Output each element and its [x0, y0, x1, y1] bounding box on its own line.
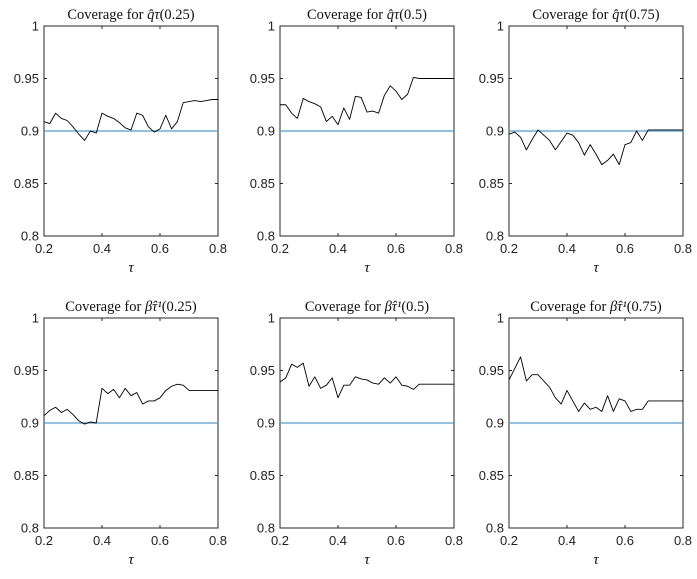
title-symbol: q̂τ: [387, 7, 400, 23]
x-tick-label: 0.8: [445, 533, 463, 548]
title-symbol: β̂τ¹: [384, 299, 402, 315]
coverage-series-line: [280, 76, 454, 126]
title-symbol: β̂τ¹: [609, 299, 627, 315]
coverage-series-line: [43, 99, 218, 141]
x-tick-label: 0.2: [500, 533, 518, 548]
title-symbol: β̂τ¹: [144, 299, 162, 315]
chart-title: Coverage for q̂τ(0.25): [67, 7, 194, 23]
y-tick-label: 1: [268, 19, 275, 34]
title-prefix: Coverage for: [67, 7, 147, 23]
x-tick-label: 0.8: [674, 241, 692, 256]
title-argument: (0.5): [399, 7, 427, 23]
y-tick-label: 0.8: [486, 229, 504, 244]
coverage-series-line: [279, 362, 454, 399]
coverage-series-line: [508, 356, 683, 412]
x-tick-label: 0.6: [387, 241, 405, 256]
x-tick-label: 0.2: [35, 533, 53, 548]
y-tick-label: 1: [32, 19, 39, 34]
y-tick-label: 0.95: [479, 363, 504, 378]
x-tick-label: 0.6: [151, 533, 169, 548]
y-tick-label: 0.85: [14, 176, 39, 191]
chart-panel-4: 0.8 0.85 0.9 0.95 1 0.2 0.4 0.6 0.8 Coverage for …: [14, 299, 227, 568]
y-tick-label: 1: [497, 311, 504, 326]
y-tick-label: 0.85: [479, 176, 504, 191]
x-axis-label: τ: [128, 260, 134, 276]
y-tick-label: 0.85: [250, 176, 275, 191]
x-tick-label: 0.2: [271, 241, 289, 256]
y-tick-label: 0.8: [21, 229, 39, 244]
chart-panel-5: 0.8 0.85 0.9 0.95 1 0.2 0.4 0.6 0.8 Coverage for …: [250, 299, 463, 568]
y-tick-label: 0.8: [21, 521, 39, 536]
y-tick-label: 0.85: [250, 468, 275, 483]
title-symbol: q̂τ: [147, 7, 160, 23]
x-tick-label: 0.4: [329, 241, 347, 256]
y-tick-label: 0.8: [257, 521, 275, 536]
y-tick-label: 0.85: [479, 468, 504, 483]
x-tick-label: 0.4: [558, 241, 576, 256]
title-argument: (0.5): [401, 299, 429, 315]
title-argument: (0.25): [160, 7, 195, 23]
coverage-series-line: [508, 129, 683, 166]
y-tick-label: 0.95: [250, 363, 275, 378]
x-tick-label: 0.6: [387, 533, 405, 548]
y-tick-label: 0.85: [14, 468, 39, 483]
y-tick-label: 1: [32, 311, 39, 326]
y-tick-label: 0.95: [14, 363, 39, 378]
y-tick-label: 0.95: [250, 71, 275, 86]
title-prefix: Coverage for: [65, 299, 145, 315]
y-tick-label: 0.9: [21, 416, 39, 431]
x-tick-label: 0.4: [93, 241, 111, 256]
chart-title: Coverage for β̂τ¹(0.25): [65, 299, 197, 315]
y-tick-label: 0.9: [486, 124, 504, 139]
chart-title: Coverage for q̂τ(0.75): [532, 7, 659, 23]
chart-panel-3: 0.8 0.85 0.9 0.95 1 0.2 0.4 0.6 0.8 Coverage for …: [479, 7, 692, 276]
chart-title: Coverage for β̂τ¹(0.5): [305, 299, 429, 315]
y-tick-label: 0.8: [257, 229, 275, 244]
x-axis-label: τ: [593, 552, 599, 568]
x-axis-label: τ: [364, 552, 370, 568]
title-prefix: Coverage for: [307, 7, 387, 23]
y-tick-label: 0.95: [479, 71, 504, 86]
title-symbol: q̂τ: [612, 7, 625, 23]
x-tick-label: 0.8: [445, 241, 463, 256]
y-tick-label: 1: [497, 19, 504, 34]
y-tick-label: 0.95: [14, 71, 39, 86]
y-tick-label: 0.9: [486, 416, 504, 431]
y-tick-label: 0.9: [257, 124, 275, 139]
y-tick-label: 0.9: [21, 124, 39, 139]
y-tick-label: 0.9: [257, 416, 275, 431]
title-argument: (0.75): [627, 299, 662, 315]
x-tick-label: 0.4: [558, 533, 576, 548]
chart-panel-2: 0.8 0.85 0.9 0.95 1 0.2 0.4 0.6 0.8 Coverage for …: [250, 7, 463, 276]
x-tick-label: 0.2: [271, 533, 289, 548]
title-prefix: Coverage for: [305, 299, 385, 315]
x-tick-label: 0.8: [674, 533, 692, 548]
x-tick-label: 0.8: [209, 533, 227, 548]
chart-panel-6: 0.8 0.85 0.9 0.95 1 0.2 0.4 0.6 0.8 Coverage for …: [479, 299, 692, 568]
x-tick-label: 0.4: [329, 533, 347, 548]
y-tick-label: 1: [268, 311, 275, 326]
x-tick-label: 0.6: [151, 241, 169, 256]
title-prefix: Coverage for: [532, 7, 612, 23]
x-axis-label: τ: [364, 260, 370, 276]
x-axis-label: τ: [593, 260, 599, 276]
chart-title: Coverage for q̂τ(0.5): [307, 7, 427, 23]
x-tick-label: 0.4: [93, 533, 111, 548]
y-tick-label: 0.8: [486, 521, 504, 536]
title-argument: (0.75): [625, 7, 660, 23]
x-tick-label: 0.6: [616, 533, 634, 548]
x-tick-label: 0.6: [616, 241, 634, 256]
coverage-series-line: [43, 383, 218, 425]
title-prefix: Coverage for: [530, 299, 610, 315]
x-tick-label: 0.2: [35, 241, 53, 256]
chart-title: Coverage for β̂τ¹(0.75): [530, 299, 662, 315]
x-axis-label: τ: [128, 552, 134, 568]
x-tick-label: 0.8: [209, 241, 227, 256]
title-argument: (0.25): [162, 299, 197, 315]
chart-panel-1: 0.8 0.85 0.9 0.95 1 0.2 0.4 0.6 0.8 Coverage for …: [14, 7, 227, 276]
x-tick-label: 0.2: [500, 241, 518, 256]
